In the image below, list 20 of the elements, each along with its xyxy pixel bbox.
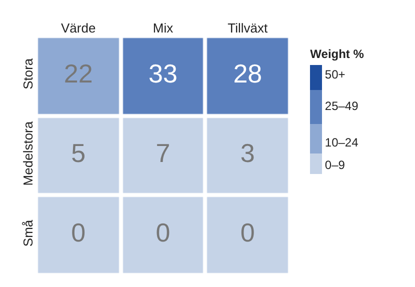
color-bar-label: 50+ <box>324 67 346 82</box>
y-tick-label: Medelstora <box>20 120 36 186</box>
x-tick-label: Värde <box>60 20 96 36</box>
y-tick-label: Stora <box>20 58 36 90</box>
color-bar-label: 25–49 <box>324 99 359 114</box>
color-bar-label: 10–24 <box>324 135 359 150</box>
data-label: 5 <box>71 138 86 168</box>
y-tick-label: Små <box>20 219 36 247</box>
data-label: 0 <box>71 218 86 248</box>
data-label: 3 <box>240 138 255 168</box>
data-label: 33 <box>148 58 178 88</box>
data-label: 7 <box>156 138 170 168</box>
data-label: 22 <box>64 58 93 88</box>
color-bar-title: Weight % <box>310 47 364 61</box>
data-label: 0 <box>156 218 170 248</box>
data-label: 0 <box>240 218 255 248</box>
color-bar-label: 0–9 <box>324 158 346 172</box>
x-tick-label: Mix <box>152 20 174 36</box>
data-label: 28 <box>233 58 262 88</box>
x-tick-label: Tillväxt <box>228 20 268 36</box>
